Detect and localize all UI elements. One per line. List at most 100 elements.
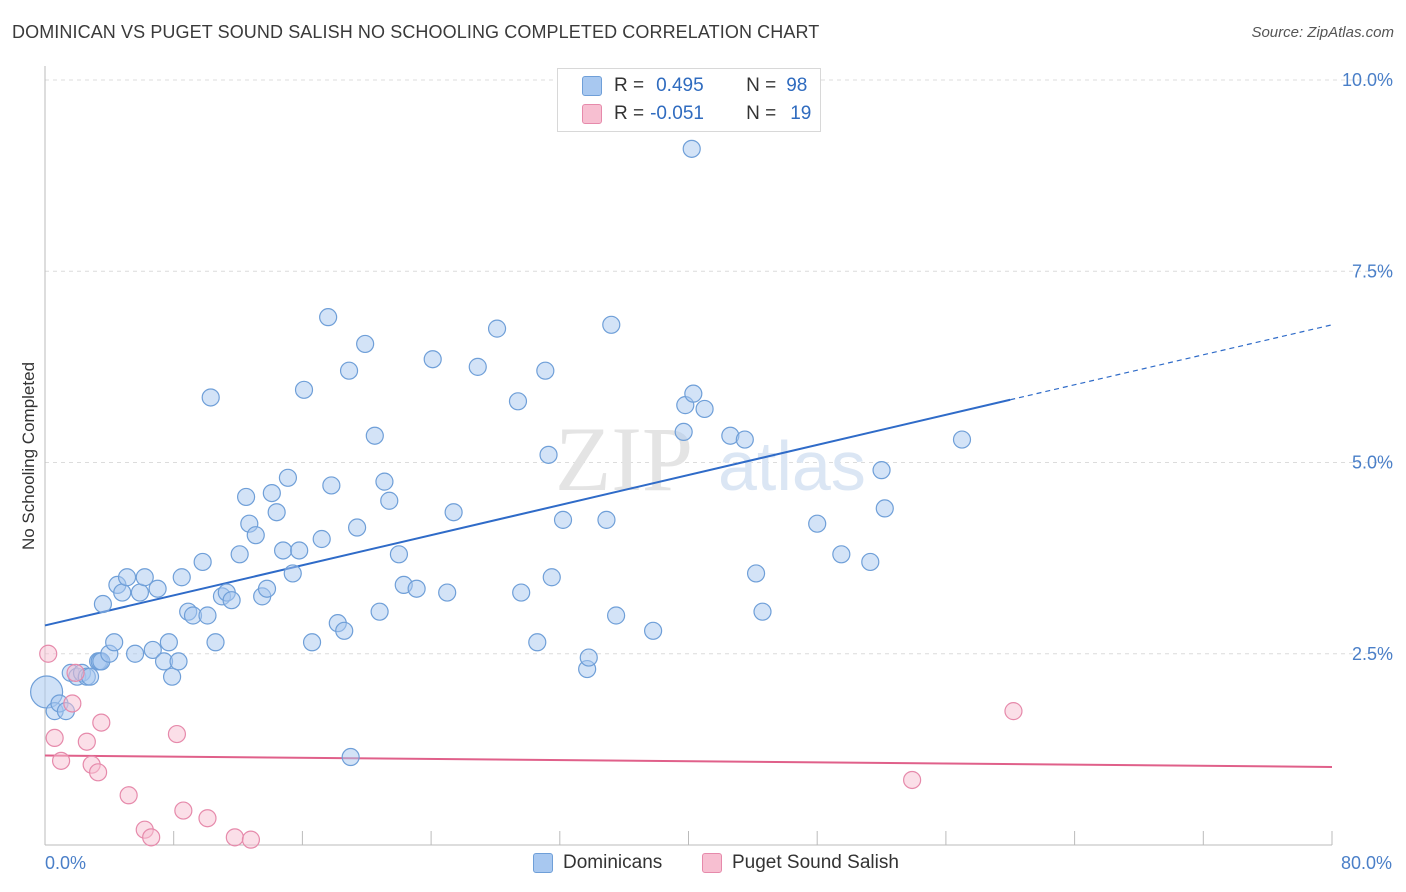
source-credit: Source: ZipAtlas.com <box>1251 24 1394 41</box>
dominicans-point <box>872 461 891 480</box>
dominicans-points <box>30 139 972 767</box>
dominicans-point <box>553 510 573 529</box>
puget-sound-salish-point <box>903 770 922 790</box>
n-label: N = <box>746 103 777 124</box>
y-tick-label: 7.5% <box>1352 261 1393 281</box>
dominicans-point <box>512 583 531 602</box>
puget-sound-salish-swatch <box>702 853 722 873</box>
dominicans-point <box>201 388 220 407</box>
chart-title: DOMINICAN VS PUGET SOUND SALISH NO SCHOO… <box>12 22 820 42</box>
dominicans-point <box>312 529 331 549</box>
dominicans-point <box>832 545 851 564</box>
dominicans-point <box>536 361 555 380</box>
axes <box>44 66 1333 846</box>
dominicans-point <box>539 445 558 464</box>
dominicans-point <box>335 621 354 640</box>
dominicans-point <box>148 579 167 598</box>
dominicans-point <box>341 747 360 767</box>
puget-sound-salish-point <box>39 644 58 663</box>
puget-sound-salish-point <box>198 809 217 828</box>
trend-lines <box>44 324 1333 768</box>
puget-sound-salish-point <box>167 724 187 744</box>
puget-sound-salish-point <box>225 828 244 847</box>
puget-sound-salish-point <box>1004 702 1023 721</box>
dominicans-point <box>444 503 463 522</box>
dominicans-point <box>347 518 367 537</box>
dominicans-point <box>682 139 701 158</box>
dominicans-point <box>808 514 827 533</box>
dominicans-point <box>143 640 162 660</box>
r-label: R = <box>614 75 645 96</box>
dominicans-point <box>193 552 212 572</box>
dominicans-point <box>684 384 703 403</box>
dominicans-point <box>861 552 880 572</box>
dominicans-point <box>130 583 150 602</box>
y-axis-label: No Schooling Completed <box>19 362 38 550</box>
dominicans-point <box>236 487 256 507</box>
dominicans-point <box>162 667 182 686</box>
dominicans-point <box>674 422 693 441</box>
dominicans-point <box>487 319 507 338</box>
y-tick-label: 2.5% <box>1352 644 1393 664</box>
dominicans-point <box>375 472 394 491</box>
dominicans-point <box>222 591 241 610</box>
legend-item-puget-sound-salish[interactable]: Puget Sound Salish <box>702 852 899 874</box>
puget-sound-salish-point <box>63 694 82 713</box>
y-tick-label: 10.0% <box>1342 70 1393 90</box>
puget-sound-salish-point <box>88 763 108 782</box>
x-tick-label: 0.0% <box>45 853 86 873</box>
dominicans-point <box>113 583 132 602</box>
puget-sound-salish-points <box>39 644 1023 849</box>
dominicans-swatch <box>582 76 602 96</box>
dominicans-point <box>746 564 766 583</box>
n-value: 19 <box>790 103 812 124</box>
dominicans-trend-line <box>44 398 1011 627</box>
r-value: -0.051 <box>650 103 704 124</box>
dominicans-point <box>339 361 359 380</box>
dominicans-point <box>322 476 341 495</box>
dominicans-point <box>172 568 191 587</box>
x-tick-label: 80.0% <box>1341 853 1392 873</box>
data-points <box>30 139 1023 849</box>
dominicans-swatch <box>533 853 553 873</box>
dominicans-trend-extension <box>1010 324 1333 401</box>
puget-sound-salish-point <box>174 801 193 820</box>
dominicans-point <box>206 633 225 652</box>
puget-sound-salish-swatch <box>582 104 602 124</box>
r-value: 0.495 <box>656 75 704 96</box>
dominicans-point <box>579 648 598 667</box>
puget-sound-salish-point <box>241 830 261 849</box>
dominicans-point <box>198 606 217 625</box>
dominicans-point <box>159 633 178 652</box>
dominicans-point <box>508 392 528 411</box>
dominicans-point <box>257 579 277 598</box>
dominicans-point <box>607 606 626 625</box>
dominicans-point <box>407 579 426 598</box>
dominicans-point <box>105 633 124 652</box>
dominicans-point <box>875 499 894 518</box>
dominicans-point <box>125 644 145 663</box>
dominicans-point <box>302 633 322 652</box>
grid-lines <box>45 79 1392 655</box>
legend-item-dominicans[interactable]: Dominicans <box>533 852 662 874</box>
tick-labels: 2.5% 5.0% 7.5% 10.0% 0.0% 80.0% <box>45 70 1393 873</box>
puget-sound-salish-point <box>119 786 138 805</box>
puget-sound-salish-point <box>45 728 64 748</box>
puget-sound-salish-point <box>51 751 71 770</box>
n-label: N = <box>746 75 777 96</box>
y-tick-label: 5.0% <box>1352 453 1393 473</box>
puget-sound-salish-point <box>142 828 161 847</box>
dominicans-point <box>602 315 621 334</box>
dominicans-point <box>370 602 389 621</box>
dominicans-point <box>283 564 302 583</box>
dominicans-point <box>542 568 561 587</box>
dominicans-point <box>644 621 663 640</box>
series-legend: Dominicans Puget Sound Salish <box>0 852 1406 878</box>
dominicans-point <box>135 568 154 587</box>
dominicans-point <box>438 583 457 602</box>
dominicans-point <box>273 541 293 560</box>
dominicans-point <box>278 468 298 487</box>
dominicans-point <box>294 380 314 399</box>
dominicans-point <box>169 652 188 671</box>
